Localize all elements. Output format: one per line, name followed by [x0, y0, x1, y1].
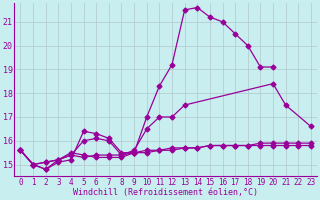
X-axis label: Windchill (Refroidissement éolien,°C): Windchill (Refroidissement éolien,°C) — [73, 188, 258, 197]
